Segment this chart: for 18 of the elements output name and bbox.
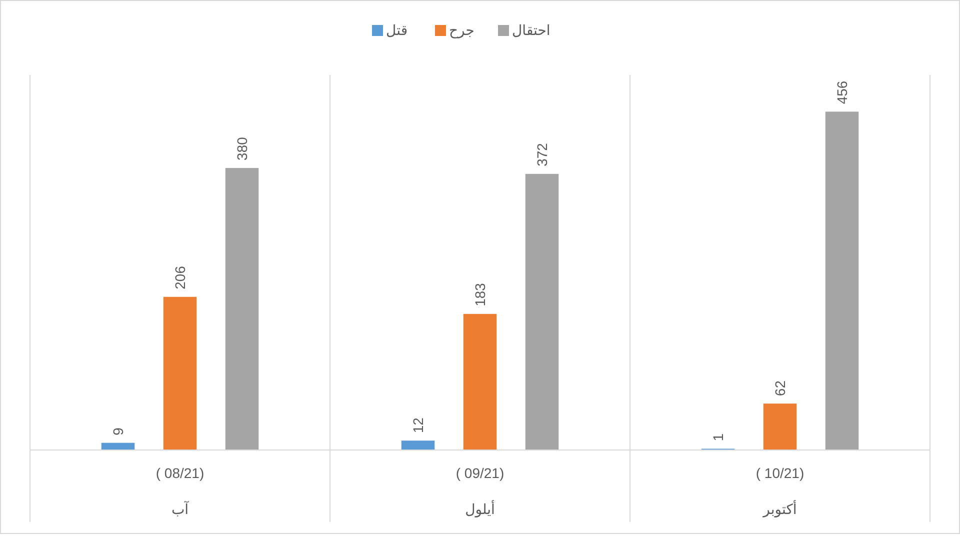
data-label: 372 (534, 142, 550, 166)
text: ( 09/21) (456, 465, 504, 481)
data-label: 380 (234, 136, 250, 160)
data-label: 1 (710, 433, 726, 442)
text: ( 10/21) (756, 465, 804, 481)
data-label: 62 (772, 380, 788, 396)
text: ( 08/21) (156, 465, 204, 481)
x-tick-label: أيلول (465, 500, 496, 518)
x-tick-label: أكتوبر (762, 500, 797, 518)
data-label: 183 (472, 282, 488, 306)
x-tick-label: آب (171, 500, 190, 517)
data-label: 206 (172, 266, 188, 290)
legend-label: قتل (386, 22, 408, 38)
data-label: 9 (110, 427, 126, 436)
data-label: 12 (410, 417, 426, 434)
data-label: 456 (834, 80, 850, 104)
legend-label: احتقال (512, 22, 550, 38)
legend-label: جرح (449, 22, 474, 39)
